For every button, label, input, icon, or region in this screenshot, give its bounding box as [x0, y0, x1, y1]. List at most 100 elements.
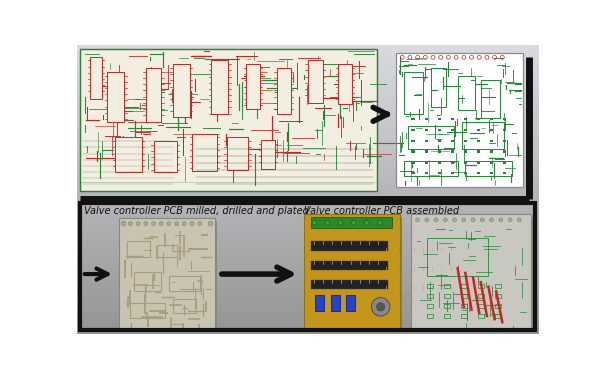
Bar — [157, 245, 176, 257]
Bar — [146, 68, 161, 122]
Bar — [77, 236, 539, 240]
Bar — [490, 118, 493, 120]
Bar — [80, 49, 377, 191]
Bar — [77, 121, 539, 124]
Bar — [77, 316, 539, 320]
Bar — [77, 182, 539, 186]
Bar — [77, 225, 539, 229]
Bar — [77, 132, 539, 135]
Bar — [477, 140, 480, 142]
Bar — [412, 161, 415, 164]
Bar — [427, 284, 433, 288]
Bar — [77, 243, 539, 247]
Bar — [77, 117, 539, 121]
Bar — [427, 237, 488, 276]
Bar — [77, 232, 539, 236]
Bar — [412, 214, 531, 330]
Bar — [77, 96, 539, 99]
Circle shape — [338, 220, 343, 225]
Bar — [134, 272, 161, 291]
Bar — [80, 203, 535, 330]
Text: Valve controller PCB milled, drilled and plated: Valve controller PCB milled, drilled and… — [84, 206, 309, 216]
Circle shape — [167, 222, 171, 226]
Bar — [77, 49, 539, 52]
Bar — [77, 189, 539, 193]
Bar — [77, 78, 539, 81]
Circle shape — [136, 222, 140, 226]
Bar — [490, 161, 493, 164]
Bar — [464, 140, 467, 142]
Bar — [77, 305, 539, 309]
Bar — [311, 280, 388, 289]
Bar — [461, 294, 467, 297]
Bar — [77, 323, 539, 327]
Bar — [477, 172, 480, 174]
Bar — [494, 284, 501, 288]
Bar — [77, 59, 539, 63]
Bar — [77, 251, 539, 254]
Circle shape — [481, 218, 484, 222]
Bar — [277, 68, 290, 114]
Bar — [425, 140, 428, 142]
Bar — [77, 128, 539, 132]
Circle shape — [452, 218, 457, 222]
Bar — [77, 287, 539, 290]
Bar — [77, 309, 539, 312]
Bar — [407, 126, 454, 149]
Bar — [77, 103, 539, 106]
Bar — [173, 299, 196, 313]
Circle shape — [312, 220, 317, 225]
Bar — [77, 229, 539, 232]
Bar — [412, 129, 415, 131]
Bar — [503, 140, 506, 142]
Bar — [304, 214, 400, 330]
Bar — [77, 258, 539, 262]
Text: Valve controller PCB assembled: Valve controller PCB assembled — [304, 206, 459, 216]
Bar — [437, 150, 441, 153]
Circle shape — [198, 222, 202, 226]
Bar — [437, 140, 441, 142]
Circle shape — [490, 218, 493, 222]
Bar — [306, 217, 402, 332]
Bar — [173, 64, 190, 117]
Bar — [77, 81, 539, 85]
Bar — [192, 134, 217, 171]
Circle shape — [159, 222, 163, 226]
Bar — [444, 304, 450, 307]
Bar — [77, 171, 539, 175]
Bar — [458, 76, 475, 111]
Circle shape — [182, 222, 186, 226]
Bar — [107, 72, 124, 122]
Bar — [77, 298, 539, 301]
Bar — [77, 240, 539, 243]
Bar — [477, 118, 480, 120]
Bar — [461, 304, 467, 307]
Circle shape — [377, 220, 382, 225]
Bar — [404, 160, 458, 176]
Bar — [490, 140, 493, 142]
Bar — [437, 161, 441, 164]
Bar — [77, 262, 539, 265]
Bar — [211, 60, 228, 114]
Bar — [412, 118, 415, 120]
Bar — [77, 207, 539, 211]
Bar — [451, 118, 454, 120]
Circle shape — [152, 222, 155, 226]
Bar — [338, 64, 352, 104]
Circle shape — [371, 297, 390, 316]
Bar — [478, 304, 484, 307]
Bar — [431, 68, 446, 106]
Bar — [503, 129, 506, 131]
Bar — [80, 49, 377, 191]
Bar — [227, 137, 248, 170]
Bar — [464, 150, 467, 153]
Bar — [77, 92, 539, 96]
Bar — [412, 172, 415, 174]
Bar — [77, 106, 539, 110]
Bar — [77, 114, 539, 117]
Bar — [77, 186, 539, 189]
Bar — [481, 80, 500, 118]
Circle shape — [208, 221, 213, 226]
Bar — [494, 304, 501, 307]
Bar — [490, 150, 493, 153]
